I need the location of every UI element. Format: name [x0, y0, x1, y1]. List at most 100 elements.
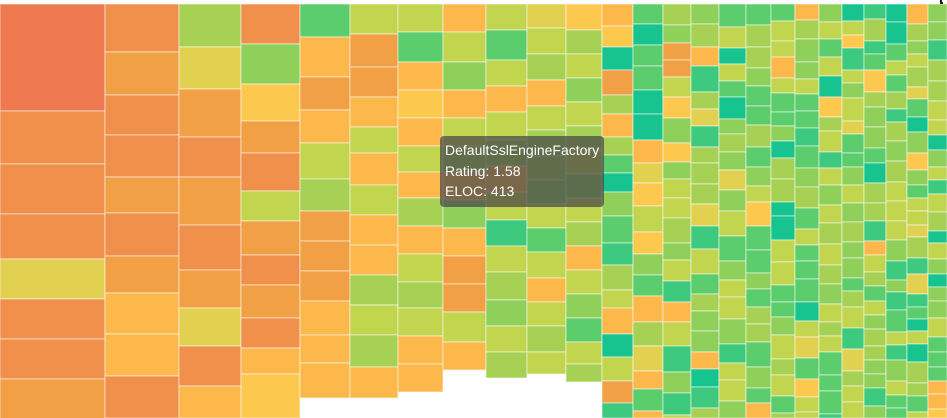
treemap-tile-117[interactable]: [526, 277, 567, 303]
treemap-tile-273[interactable]: [770, 261, 796, 286]
treemap-tile-47[interactable]: [299, 240, 351, 272]
treemap-tile-422[interactable]: [906, 330, 929, 345]
treemap-tile-155[interactable]: [601, 402, 634, 418]
treemap-tile-295[interactable]: [794, 244, 820, 262]
treemap-tile-343[interactable]: [841, 257, 865, 279]
treemap-tile-139[interactable]: [601, 46, 634, 71]
treemap-tile-119[interactable]: [526, 325, 567, 353]
treemap-tile-361[interactable]: [863, 162, 887, 184]
treemap-tile-158[interactable]: [632, 44, 664, 67]
treemap-tile-359[interactable]: [863, 126, 887, 149]
treemap-tile-46[interactable]: [299, 210, 351, 242]
treemap-tile-48[interactable]: [299, 270, 351, 302]
treemap-tile-267[interactable]: [770, 140, 796, 159]
treemap-tile-149[interactable]: [601, 264, 634, 291]
treemap-tile-173[interactable]: [632, 388, 664, 412]
treemap-tile-145[interactable]: [601, 172, 634, 193]
treemap-tile-303[interactable]: [794, 396, 820, 413]
treemap-tile-217[interactable]: [718, 3, 747, 28]
treemap-tile-178[interactable]: [662, 59, 692, 78]
treemap-tile-282[interactable]: [794, 3, 820, 21]
treemap-tile-203[interactable]: [690, 146, 720, 164]
treemap-tile-74[interactable]: [397, 253, 444, 283]
treemap-tile-417[interactable]: [906, 257, 929, 275]
treemap-tile-238[interactable]: [745, 3, 772, 26]
treemap-tile-262[interactable]: [770, 56, 796, 79]
treemap-tile-221[interactable]: [718, 80, 747, 98]
treemap-tile-96[interactable]: [485, 111, 528, 141]
treemap-tile-323[interactable]: [818, 335, 843, 353]
treemap-tile-10[interactable]: [104, 94, 180, 136]
treemap-tile-32[interactable]: [240, 152, 301, 192]
treemap-tile-259[interactable]: [770, 3, 796, 22]
treemap-tile-293[interactable]: [794, 207, 820, 230]
treemap-tile-115[interactable]: [526, 227, 567, 253]
treemap-tile-379[interactable]: [885, 43, 908, 62]
treemap-tile-184[interactable]: [662, 178, 692, 199]
treemap-tile-386[interactable]: [885, 160, 908, 183]
treemap-tile-212[interactable]: [690, 330, 720, 353]
treemap-tile-49[interactable]: [299, 300, 351, 336]
treemap-tile-140[interactable]: [601, 69, 634, 96]
treemap-tile-340[interactable]: [841, 202, 865, 223]
treemap-tile-228[interactable]: [718, 210, 747, 237]
treemap-tile-362[interactable]: [863, 182, 887, 204]
treemap-tile-358[interactable]: [863, 106, 887, 128]
treemap-tile-210[interactable]: [690, 293, 720, 312]
treemap-tile-161[interactable]: [632, 113, 664, 141]
treemap-tile-239[interactable]: [745, 24, 772, 48]
treemap-tile-317[interactable]: [818, 222, 843, 245]
treemap-tile-347[interactable]: [841, 327, 865, 350]
treemap-tile-261[interactable]: [770, 40, 796, 58]
treemap-tile-76[interactable]: [397, 307, 444, 337]
treemap-tile-160[interactable]: [632, 89, 664, 115]
treemap-tile-219[interactable]: [718, 47, 747, 65]
treemap-tile-17[interactable]: [104, 375, 180, 418]
treemap-tile-289[interactable]: [794, 127, 820, 147]
treemap-tile-257[interactable]: [745, 387, 772, 404]
treemap-tile-166[interactable]: [632, 231, 664, 255]
treemap-tile-11[interactable]: [104, 134, 180, 178]
treemap-tile-201[interactable]: [690, 108, 720, 127]
treemap-tile-94[interactable]: [485, 59, 528, 87]
treemap-tile-2[interactable]: [0, 163, 106, 215]
treemap-tile-234[interactable]: [718, 343, 747, 364]
treemap-tile-154[interactable]: [601, 380, 634, 404]
treemap-tile-218[interactable]: [718, 26, 747, 49]
treemap-tile-427[interactable]: [906, 411, 929, 418]
treemap-tile-389[interactable]: [885, 220, 908, 241]
treemap-tile-179[interactable]: [662, 76, 692, 98]
treemap-tile-105[interactable]: [485, 351, 528, 379]
treemap-tile-284[interactable]: [794, 38, 820, 63]
treemap-tile-249[interactable]: [745, 225, 772, 251]
treemap-tile-37[interactable]: [240, 317, 301, 349]
treemap-tile-26[interactable]: [178, 345, 242, 387]
treemap-tile-342[interactable]: [841, 241, 865, 259]
treemap-tile-428[interactable]: [927, 3, 947, 23]
treemap-tile-452[interactable]: [927, 393, 947, 410]
treemap-tile-224[interactable]: [718, 133, 747, 153]
treemap-tile-170[interactable]: [632, 321, 664, 347]
treemap-tile-445[interactable]: [927, 286, 947, 302]
treemap-tile-61[interactable]: [349, 274, 399, 306]
treemap-tile-429[interactable]: [927, 21, 947, 41]
treemap-tile-251[interactable]: [745, 272, 772, 290]
treemap-tile-408[interactable]: [906, 116, 929, 133]
treemap-tile-58[interactable]: [349, 184, 399, 216]
treemap-tile-258[interactable]: [745, 402, 772, 418]
treemap-tile-437[interactable]: [927, 166, 947, 181]
treemap-tile-297[interactable]: [794, 278, 820, 303]
treemap-tile-23[interactable]: [178, 224, 242, 271]
treemap-tile-377[interactable]: [885, 3, 908, 23]
treemap-tile-6[interactable]: [0, 338, 106, 380]
treemap-tile-30[interactable]: [240, 83, 301, 122]
treemap-tile-102[interactable]: [485, 271, 528, 301]
treemap-tile-109[interactable]: [526, 79, 567, 107]
treemap-tile-164[interactable]: [632, 182, 664, 207]
treemap-tile-91[interactable]: [442, 341, 487, 371]
treemap-tile-300[interactable]: [794, 336, 820, 359]
treemap-tile-44[interactable]: [299, 142, 351, 180]
treemap-tile-253[interactable]: [745, 306, 772, 325]
treemap-tile-183[interactable]: [662, 161, 692, 180]
treemap-tile-434[interactable]: [927, 119, 947, 136]
